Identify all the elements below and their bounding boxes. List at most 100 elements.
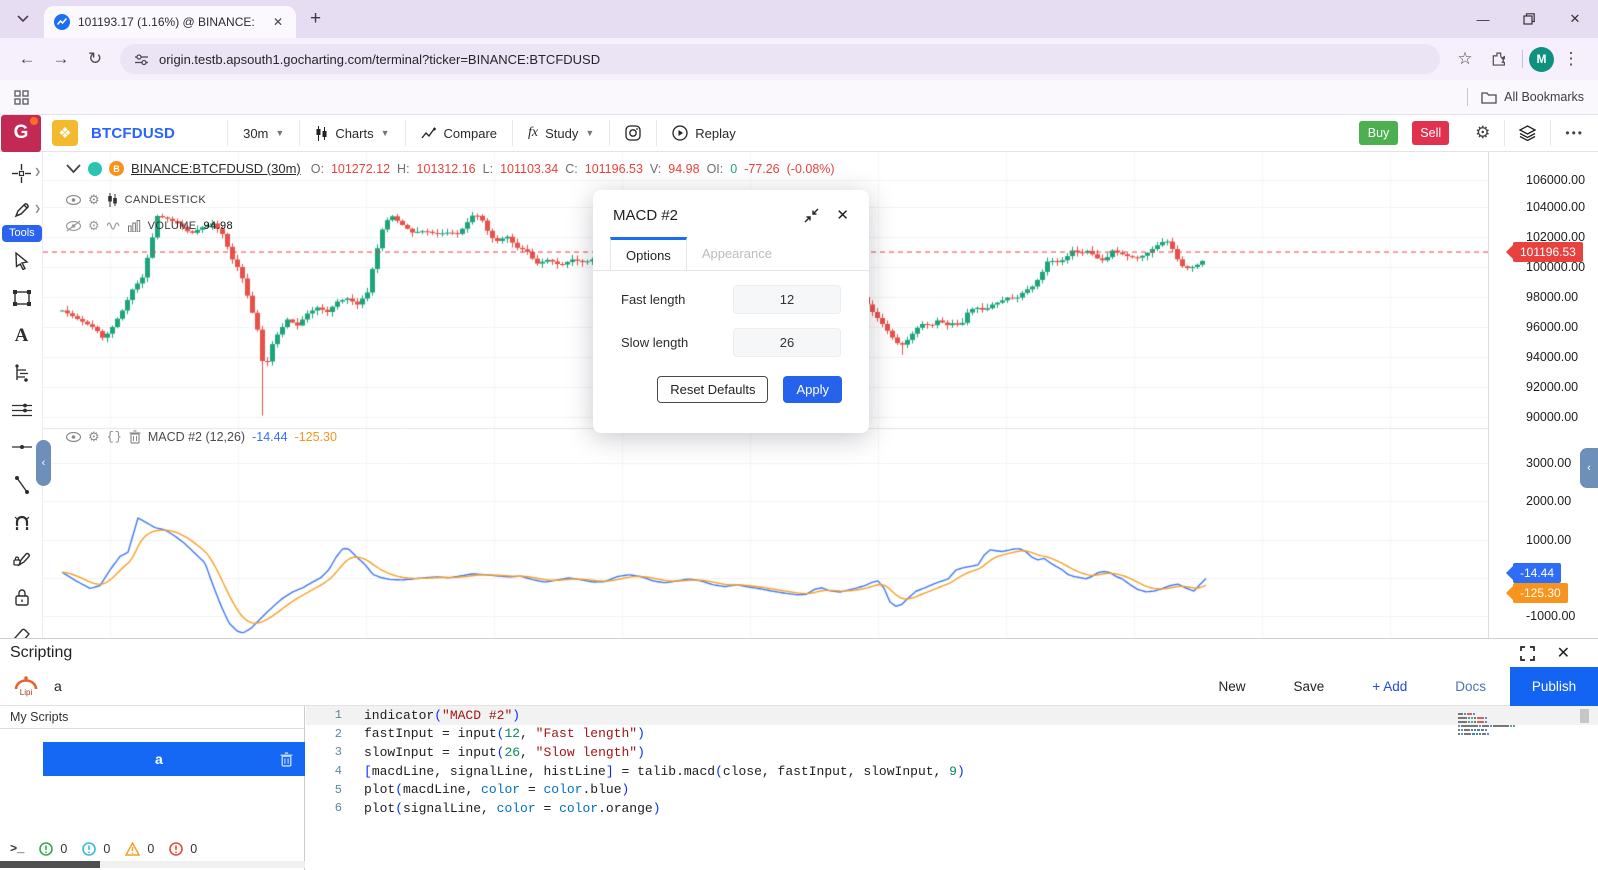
code-token: ) <box>956 763 965 779</box>
binance-exchange-icon[interactable]: ❖ <box>52 120 78 146</box>
delete-script-icon[interactable] <box>280 751 293 767</box>
replay-button[interactable]: Replay <box>657 115 750 151</box>
horizontal-line-tool[interactable] <box>0 430 43 464</box>
gear-icon[interactable]: ⚙ <box>88 192 100 207</box>
draw-tool[interactable]: ❯ <box>0 193 43 227</box>
more-options-icon[interactable]: ••• <box>1565 126 1584 140</box>
study-label: Study <box>545 125 579 141</box>
gocharting-logo[interactable]: G <box>1 114 41 152</box>
legend-symbol[interactable]: BINANCE:BTCFDUSD (30m) <box>131 161 301 176</box>
window-close-button[interactable]: ✕ <box>1569 11 1581 26</box>
script-source-icon[interactable]: { } <box>106 430 122 444</box>
window-restore-button[interactable] <box>1506 0 1552 38</box>
forward-icon[interactable]: → <box>52 49 70 68</box>
window-minimize-button[interactable]: — <box>1476 11 1490 27</box>
editor-minimap[interactable] <box>1458 712 1546 736</box>
open-label: O: <box>310 161 324 176</box>
code-editor[interactable]: 1 indicator("MACD #2") 2 fastInput = input(… <box>306 706 1598 870</box>
gear-icon[interactable]: ⚙ <box>88 218 100 233</box>
code-line[interactable]: 4 [macdLine, signalLine, histLine] = tali… <box>306 762 1598 781</box>
buy-button[interactable]: Buy <box>1358 121 1399 145</box>
axis-collapse-handle[interactable]: ‹ <box>1580 448 1598 488</box>
error-count: 0 <box>190 842 198 856</box>
tab-close-icon[interactable]: ✕ <box>272 15 283 29</box>
scripting-close-icon[interactable]: ✕ <box>1556 645 1570 662</box>
eye-icon[interactable] <box>66 195 81 205</box>
line-number: 5 <box>334 782 342 797</box>
gear-icon[interactable]: ⚙ <box>88 429 100 444</box>
eraser-tool[interactable] <box>0 617 43 638</box>
reload-icon[interactable]: ↻ <box>87 49 103 68</box>
lock-drawings-tool[interactable] <box>0 543 43 577</box>
price-flag-tool[interactable] <box>0 356 43 390</box>
minimap-mark <box>1484 729 1487 731</box>
fullscreen-icon[interactable] <box>1519 645 1535 661</box>
dialog-tabs: Options Appearance <box>593 237 869 271</box>
tab-search-icon[interactable] <box>8 4 38 34</box>
text-tool[interactable]: A <box>14 325 29 346</box>
timeframe-dropdown[interactable]: 30m ▼ <box>228 115 299 151</box>
fast-length-input[interactable] <box>733 285 841 314</box>
profile-avatar[interactable]: M <box>1529 46 1554 72</box>
browser-tab[interactable]: 101193.17 (1.16%) @ BINANCE: ✕ <box>44 6 296 38</box>
code-token: ) <box>512 707 521 723</box>
reset-defaults-button[interactable]: Reset Defaults <box>657 376 769 403</box>
browser-menu-icon[interactable]: ⋮ <box>1562 49 1580 68</box>
console-icon[interactable]: >_ <box>10 842 25 856</box>
publish-button[interactable]: Publish <box>1510 666 1598 706</box>
code-line[interactable]: 6 plot(signalLine, color = color.orange) <box>306 799 1598 818</box>
my-scripts-header[interactable]: My Scripts <box>0 706 304 729</box>
scripting-panel: Scripting ✕ Lipi a New Save + Add Docs P… <box>0 638 1598 870</box>
dialog-collapse-icon[interactable] <box>804 208 819 223</box>
crosshair-tool[interactable]: ❯ <box>0 156 43 190</box>
slow-length-input[interactable] <box>733 328 841 357</box>
tab-appearance[interactable]: Appearance <box>701 246 772 261</box>
parallel-lines-tool[interactable] <box>0 393 43 427</box>
error-count-icon <box>169 842 184 856</box>
all-bookmarks-button[interactable]: All Bookmarks <box>1461 88 1584 106</box>
new-script-button[interactable]: New <box>1218 678 1246 694</box>
settings-gear-icon[interactable]: ⚙ <box>1475 123 1491 142</box>
editor-scrollbar-thumb[interactable] <box>1580 709 1589 723</box>
eye-icon[interactable] <box>66 432 81 442</box>
apps-grid-icon[interactable] <box>14 89 29 105</box>
extensions-icon[interactable] <box>1484 44 1514 74</box>
url-input[interactable]: origin.testb.apsouth1.gocharting.com/ter… <box>120 44 1440 74</box>
scripts-scrollbar-thumb[interactable] <box>0 861 100 868</box>
site-settings-icon[interactable] <box>134 53 149 66</box>
legend-collapse-icon[interactable] <box>66 164 81 173</box>
tab-options[interactable]: Options <box>610 237 687 270</box>
code-line[interactable]: 1 indicator("MACD #2") <box>306 706 1598 725</box>
trash-icon[interactable] <box>129 430 141 444</box>
symbol-button[interactable]: BTCFDUSD <box>91 124 176 142</box>
trend-line-tool[interactable] <box>0 468 43 502</box>
macd-legend-label[interactable]: MACD #2 (12,26) <box>147 430 246 444</box>
add-script-button[interactable]: + Add <box>1372 678 1408 694</box>
dialog-close-icon[interactable]: ✕ <box>836 207 849 224</box>
charts-dropdown[interactable]: Charts ▼ <box>300 115 404 151</box>
wave-icon <box>106 222 120 230</box>
sell-button[interactable]: Sell <box>1412 121 1450 145</box>
docs-button[interactable]: Docs <box>1455 678 1486 694</box>
back-icon[interactable]: ← <box>18 49 36 68</box>
snapshot-button[interactable] <box>610 115 656 151</box>
code-line[interactable]: 5 plot(macdLine, color = color.blue) <box>306 780 1598 799</box>
apply-button[interactable]: Apply <box>783 376 842 403</box>
script-list-item[interactable]: a <box>43 742 305 776</box>
compare-button[interactable]: Compare <box>406 115 512 151</box>
select-region-tool[interactable] <box>0 281 43 315</box>
cursor-tool[interactable] <box>0 244 43 278</box>
sidebar-collapse-handle[interactable]: ‹ <box>36 440 51 486</box>
price-axis[interactable]: 101196.53 -14.44 -125.30 106000.00 104000… <box>1488 152 1598 638</box>
study-dropdown[interactable]: fx Study ▼ <box>513 115 609 151</box>
eye-off-icon[interactable] <box>66 220 81 232</box>
new-tab-button[interactable]: + <box>310 8 322 29</box>
code-line[interactable]: 3 slowInput = input(26, "Slow length") <box>306 743 1598 762</box>
magnet-tool[interactable] <box>0 506 43 540</box>
low-value: 101103.34 <box>500 161 559 176</box>
code-line[interactable]: 2 fastInput = input(12, "Fast length") <box>306 725 1598 744</box>
save-script-button[interactable]: Save <box>1293 678 1325 694</box>
bookmark-star-icon[interactable]: ☆ <box>1457 49 1473 68</box>
lock-tool[interactable] <box>0 580 43 614</box>
layouts-icon[interactable] <box>1505 115 1550 151</box>
